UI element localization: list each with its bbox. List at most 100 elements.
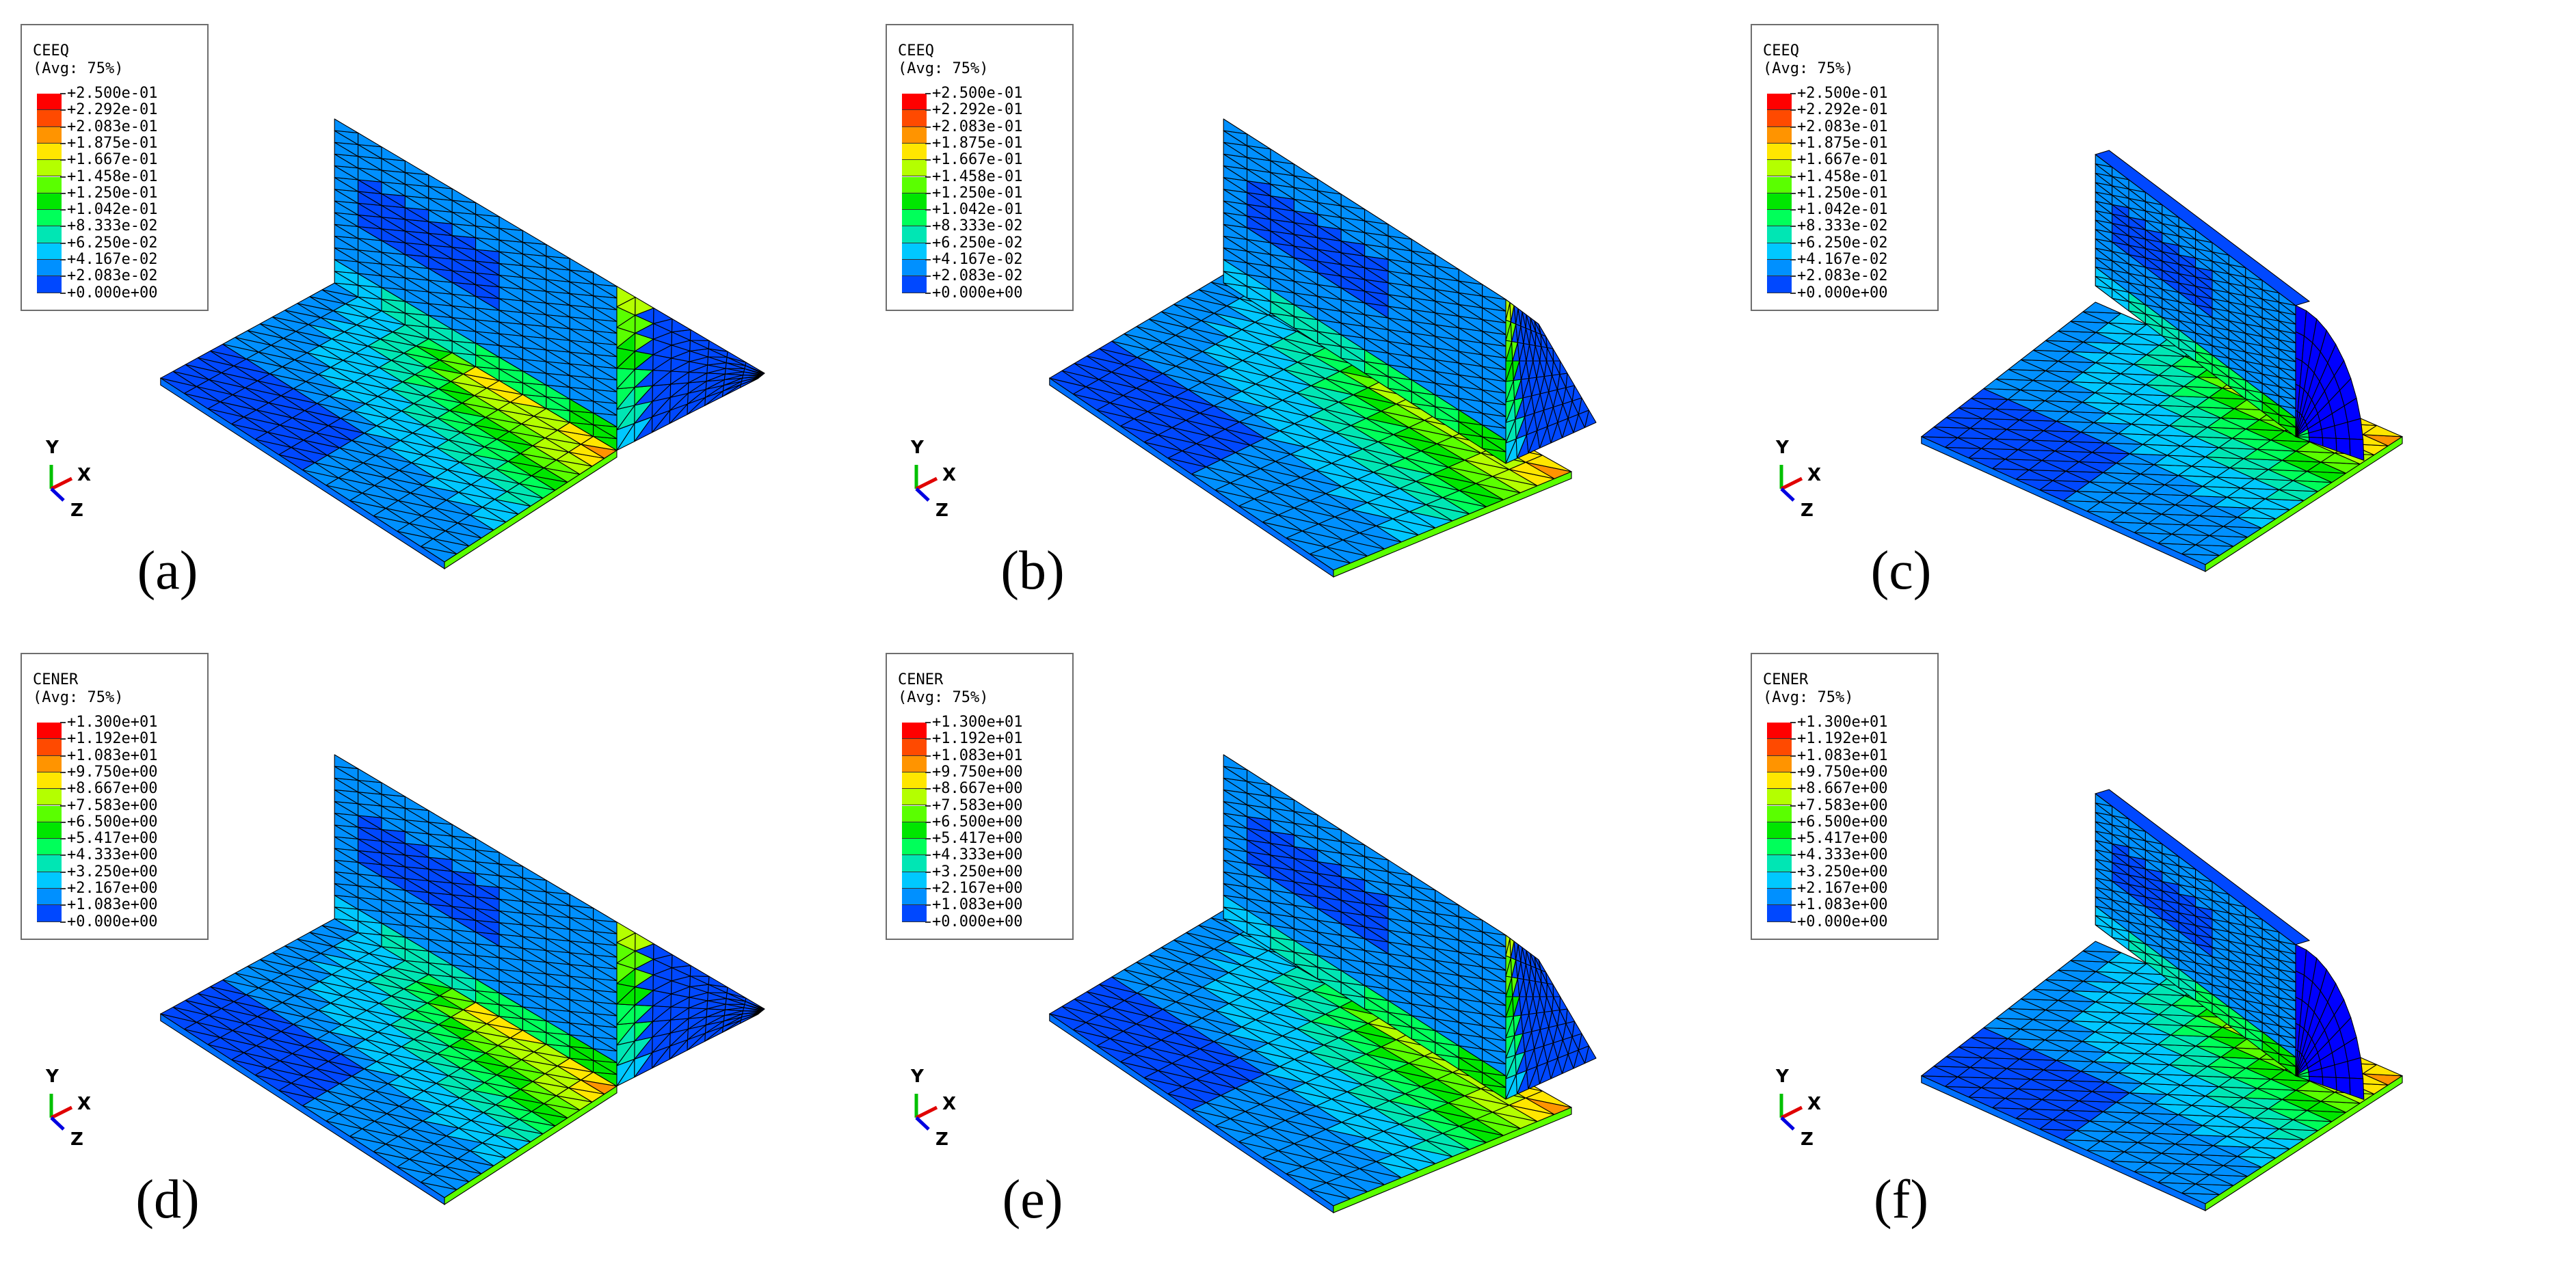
web-plate-element xyxy=(1223,118,1248,135)
legend-tick-label: +5.417e+00 xyxy=(67,830,158,848)
legend-color-swatch xyxy=(902,260,927,277)
gusset-element xyxy=(1552,348,1561,362)
legend-tick-mark xyxy=(925,854,931,857)
legend-title: CEEQ xyxy=(898,42,934,59)
legend-tick-label: +9.750e+00 xyxy=(1797,763,1888,781)
legend-color-swatch xyxy=(37,855,62,872)
legend-averaging: (Avg: 75%) xyxy=(1763,60,1854,77)
legend-color-swatch xyxy=(37,739,62,756)
legend-tick-label: +6.250e-02 xyxy=(67,234,158,252)
legend-tick-label: +4.333e+00 xyxy=(932,846,1023,864)
legend-color-swatch xyxy=(37,110,62,127)
web-plate-element xyxy=(1458,269,1483,285)
gusset-element xyxy=(671,318,691,333)
legend-tick-label: +1.192e+01 xyxy=(67,730,158,748)
gusset-element xyxy=(1522,947,1527,965)
legend-tick-mark xyxy=(60,259,66,260)
contour-legend: CENER (Avg: 75%) +1.300e+01 +1.192e+01 +1.08… xyxy=(1751,653,1939,940)
web-plate-element xyxy=(1482,919,1506,936)
legend-tick-label: +0.000e+00 xyxy=(67,913,158,930)
web-plate-element xyxy=(546,244,570,259)
legend-tick-label: +8.333e-02 xyxy=(67,217,158,235)
legend-color-swatch xyxy=(37,210,62,227)
legend-color-swatch xyxy=(1767,839,1792,856)
legend-tick-mark xyxy=(1790,854,1796,857)
gusset-element xyxy=(653,308,673,324)
web-plate-element xyxy=(1317,814,1342,831)
legend-tick-mark xyxy=(925,722,931,723)
legend-tick-label: +9.750e+00 xyxy=(932,763,1023,781)
x-axis-arrow xyxy=(50,476,73,491)
plate-edge-face xyxy=(1333,1107,1572,1213)
legend-tick-label: +6.250e-02 xyxy=(1797,234,1888,252)
legend-tick-mark xyxy=(1790,788,1796,790)
web-plate-element xyxy=(569,258,594,273)
legend-color-swatch xyxy=(1767,193,1792,211)
legend-tick-mark xyxy=(60,192,66,194)
legend-color-swatch xyxy=(37,822,62,839)
gusset-element xyxy=(1552,984,1561,997)
gusset-element xyxy=(708,975,728,988)
legend-tick-mark xyxy=(1790,109,1796,111)
panel-c: CEEQ (Avg: 75%) +2.500e-01 +2.292e-01 +2.083… xyxy=(1730,0,2551,615)
web-plate-element xyxy=(428,810,453,825)
fea-model xyxy=(1049,118,1597,578)
panel-e: CENER (Avg: 75%) +1.300e+01 +1.192e+01 +1.08… xyxy=(865,629,1686,1244)
fea-model xyxy=(160,754,765,1206)
legend-tick-mark xyxy=(925,871,931,873)
triad-label-x: X xyxy=(1807,465,1822,485)
legend-color-swatch xyxy=(902,772,927,790)
legend-tick-label: +1.300e+01 xyxy=(67,714,158,731)
panel-b: CEEQ (Avg: 75%) +2.500e-01 +2.292e-01 +2.083… xyxy=(865,0,1686,615)
legend-averaging: (Avg: 75%) xyxy=(33,689,124,706)
legend-tick-label: +1.250e-01 xyxy=(67,184,158,202)
base-plate-element xyxy=(1525,455,1572,472)
legend-tick-label: +6.500e+00 xyxy=(932,813,1023,831)
legend-tick-label: +2.083e-01 xyxy=(67,118,158,135)
legend-tick-label: +8.333e-02 xyxy=(932,217,1023,235)
base-plate-element xyxy=(2082,301,2122,314)
panel-caption: (e) xyxy=(1002,1170,1063,1230)
legend-tick-mark xyxy=(60,805,66,807)
legend-color-swatch xyxy=(1767,872,1792,889)
web-plate-element xyxy=(1364,844,1389,861)
base-plate-element xyxy=(2362,1064,2403,1077)
legend-color-swatch xyxy=(1767,723,1792,740)
legend-tick-label: +4.167e-02 xyxy=(1797,251,1888,268)
legend-tick-label: +2.083e-02 xyxy=(1797,267,1888,285)
legend-color-swatch xyxy=(902,110,927,127)
gusset-element xyxy=(1505,934,1511,956)
legend-tick-mark xyxy=(60,738,66,740)
plate-edge-face xyxy=(444,1085,618,1206)
legend-color-swatch xyxy=(37,723,62,740)
fea-model xyxy=(1921,789,2403,1212)
triad-label-y: Y xyxy=(911,1066,924,1087)
gusset-element xyxy=(1534,320,1541,335)
legend-tick-mark xyxy=(60,904,66,906)
legend-tick-label: +0.000e+00 xyxy=(1797,913,1888,930)
legend-tick-label: +1.083e+01 xyxy=(932,746,1023,764)
gusset-element xyxy=(1509,301,1515,323)
gusset-element xyxy=(1559,360,1568,375)
web-plate-element xyxy=(358,768,382,783)
legend-tick-mark xyxy=(925,109,931,111)
fea-model xyxy=(1921,150,2403,573)
legend-color-swatch xyxy=(37,176,62,193)
gusset-element xyxy=(671,954,691,969)
legend-tick-mark xyxy=(925,292,931,294)
legend-tick-mark xyxy=(1790,771,1796,773)
gusset-element xyxy=(1517,943,1523,962)
x-axis-arrow xyxy=(1780,476,1803,491)
legend-tick-label: +0.000e+00 xyxy=(1797,284,1888,301)
web-plate-element xyxy=(334,754,359,769)
legend-tick-label: +8.333e-02 xyxy=(1797,217,1888,235)
web-plate-element xyxy=(1270,148,1294,165)
gusset-element xyxy=(708,340,728,352)
legend-tick-mark xyxy=(925,259,931,260)
gusset-element xyxy=(1526,314,1532,331)
gusset-element xyxy=(689,965,710,977)
contour-legend: CENER (Avg: 75%) +1.300e+01 +1.192e+01 +1.08… xyxy=(21,653,209,940)
